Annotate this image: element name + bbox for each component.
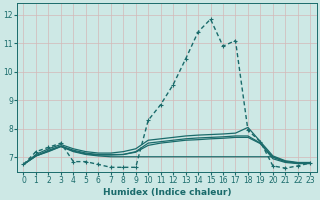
X-axis label: Humidex (Indice chaleur): Humidex (Indice chaleur) <box>103 188 231 197</box>
